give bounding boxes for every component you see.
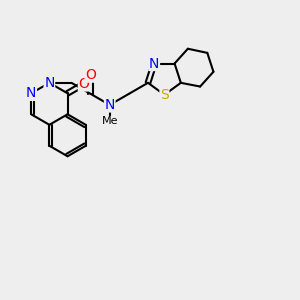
Text: Me: Me	[101, 116, 118, 127]
Text: S: S	[160, 88, 169, 102]
Text: N: N	[26, 86, 36, 100]
Text: O: O	[78, 77, 89, 91]
Text: O: O	[85, 68, 96, 82]
Text: N: N	[44, 76, 55, 90]
Text: N: N	[149, 56, 159, 70]
Text: N: N	[104, 98, 115, 112]
